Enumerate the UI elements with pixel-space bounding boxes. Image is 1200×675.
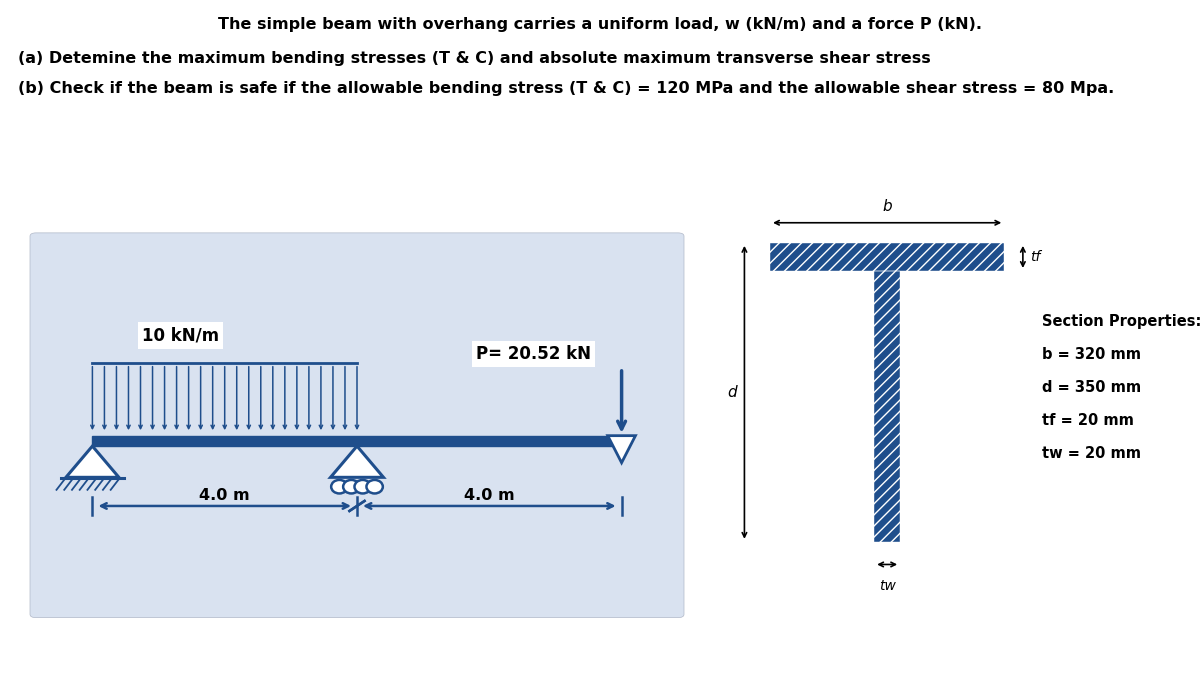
Polygon shape	[66, 446, 119, 477]
Text: d = 350 mm: d = 350 mm	[1042, 379, 1141, 395]
Text: 10 kN/m: 10 kN/m	[142, 327, 220, 344]
Text: b = 320 mm: b = 320 mm	[1042, 347, 1140, 362]
Bar	[770, 243, 1004, 271]
Text: d: d	[727, 385, 737, 400]
Polygon shape	[607, 435, 636, 463]
Circle shape	[343, 480, 360, 493]
Circle shape	[366, 480, 383, 493]
Text: P= 20.52 kN: P= 20.52 kN	[476, 345, 590, 362]
Text: Section Properties:: Section Properties:	[1042, 314, 1200, 329]
Bar	[770, 243, 1004, 271]
Text: b: b	[882, 198, 892, 214]
Polygon shape	[330, 446, 384, 477]
Text: (a) Detemine the maximum bending stresses (T & C) and absolute maximum transvers: (a) Detemine the maximum bending stresse…	[18, 51, 931, 65]
Bar	[875, 271, 900, 541]
Text: 4.0 m: 4.0 m	[464, 488, 515, 504]
Text: tf: tf	[1030, 250, 1040, 264]
Bar	[875, 271, 900, 541]
Bar	[92, 435, 622, 446]
Text: (b) Check if the beam is safe if the allowable bending stress (T & C) = 120 MPa : (b) Check if the beam is safe if the all…	[18, 81, 1115, 96]
Text: tf = 20 mm: tf = 20 mm	[1042, 412, 1134, 427]
Text: 4.0 m: 4.0 m	[199, 488, 250, 504]
Circle shape	[354, 480, 371, 493]
Circle shape	[331, 480, 348, 493]
Text: tw = 20 mm: tw = 20 mm	[1042, 446, 1140, 460]
Text: The simple beam with overhang carries a uniform load, w (kN/m) and a force P (kN: The simple beam with overhang carries a …	[218, 17, 982, 32]
Text: tw: tw	[878, 578, 895, 593]
